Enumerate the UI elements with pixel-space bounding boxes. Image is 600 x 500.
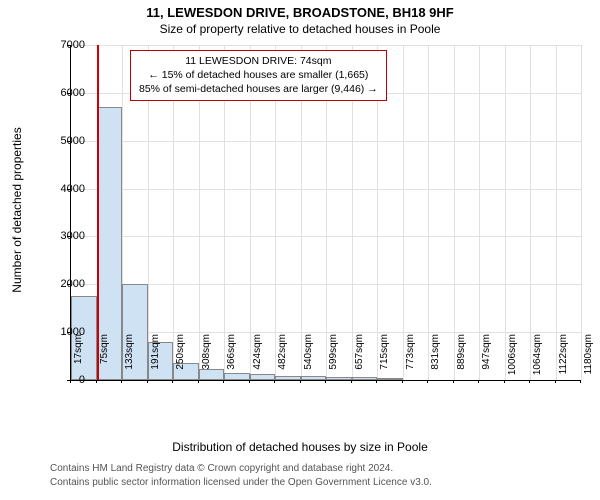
gridline-v <box>428 45 429 380</box>
xtick-label: 715sqm <box>379 334 390 384</box>
ytick-mark <box>67 189 70 190</box>
xtick-mark <box>555 380 556 383</box>
gridline-v <box>505 45 506 380</box>
ytick-mark <box>67 332 70 333</box>
xtick-label: 1006sqm <box>507 334 518 384</box>
xtick-label: 366sqm <box>226 334 237 384</box>
footer-line-2: Contains public sector information licen… <box>50 477 432 488</box>
xtick-label: 191sqm <box>150 334 161 384</box>
chart-title-sub: Size of property relative to detached ho… <box>0 22 600 36</box>
x-axis-label: Distribution of detached houses by size … <box>0 440 600 454</box>
xtick-label: 482sqm <box>277 334 288 384</box>
xtick-mark <box>147 380 148 383</box>
xtick-mark <box>504 380 505 383</box>
ytick-mark <box>67 236 70 237</box>
xtick-mark <box>529 380 530 383</box>
ytick-mark <box>67 93 70 94</box>
xtick-label: 1064sqm <box>532 334 543 384</box>
ytick-label: 4000 <box>45 183 85 195</box>
ytick-mark <box>67 141 70 142</box>
xtick-mark <box>198 380 199 383</box>
gridline-v <box>530 45 531 380</box>
ytick-mark <box>67 45 70 46</box>
xtick-mark <box>274 380 275 383</box>
footer-line-1: Contains HM Land Registry data © Crown c… <box>50 463 393 474</box>
xtick-mark <box>427 380 428 383</box>
xtick-mark <box>580 380 581 383</box>
gridline-v <box>403 45 404 380</box>
y-axis-label: Number of detached properties <box>10 45 24 210</box>
gridline-v <box>479 45 480 380</box>
xtick-label: 540sqm <box>303 334 314 384</box>
info-line-1: 11 LEWESDON DRIVE: 74sqm <box>139 54 378 68</box>
xtick-label: 889sqm <box>456 334 467 384</box>
ytick-mark <box>67 284 70 285</box>
property-marker-line <box>97 45 99 380</box>
xtick-label: 133sqm <box>124 334 135 384</box>
xtick-label: 17sqm <box>73 334 84 384</box>
info-line-3: 85% of semi-detached houses are larger (… <box>139 82 378 96</box>
xtick-mark <box>402 380 403 383</box>
xtick-label: 308sqm <box>201 334 212 384</box>
chart-title-main: 11, LEWESDON DRIVE, BROADSTONE, BH18 9HF <box>0 5 600 20</box>
xtick-label: 599sqm <box>328 334 339 384</box>
xtick-label: 1122sqm <box>558 334 569 384</box>
xtick-mark <box>300 380 301 383</box>
xtick-mark <box>351 380 352 383</box>
gridline-v <box>454 45 455 380</box>
gridline-v <box>556 45 557 380</box>
xtick-mark <box>478 380 479 383</box>
xtick-mark <box>325 380 326 383</box>
xtick-mark <box>453 380 454 383</box>
xtick-label: 831sqm <box>430 334 441 384</box>
xtick-label: 657sqm <box>354 334 365 384</box>
ytick-label: 3000 <box>45 230 85 242</box>
ytick-label: 7000 <box>45 39 85 51</box>
gridline-v <box>581 45 582 380</box>
xtick-label: 75sqm <box>99 334 110 384</box>
xtick-mark <box>96 380 97 383</box>
ytick-label: 6000 <box>45 87 85 99</box>
xtick-mark <box>70 380 71 383</box>
xtick-label: 1180sqm <box>583 334 594 384</box>
ytick-label: 5000 <box>45 135 85 147</box>
info-line-2: ← 15% of detached houses are smaller (1,… <box>139 68 378 82</box>
xtick-label: 250sqm <box>175 334 186 384</box>
chart-container: 11, LEWESDON DRIVE, BROADSTONE, BH18 9HF… <box>0 0 600 500</box>
xtick-label: 424sqm <box>252 334 263 384</box>
ytick-label: 2000 <box>45 278 85 290</box>
xtick-mark <box>249 380 250 383</box>
info-box: 11 LEWESDON DRIVE: 74sqm ← 15% of detach… <box>130 50 387 101</box>
xtick-mark <box>223 380 224 383</box>
xtick-label: 773sqm <box>405 334 416 384</box>
xtick-mark <box>376 380 377 383</box>
xtick-mark <box>172 380 173 383</box>
xtick-mark <box>121 380 122 383</box>
xtick-label: 947sqm <box>481 334 492 384</box>
